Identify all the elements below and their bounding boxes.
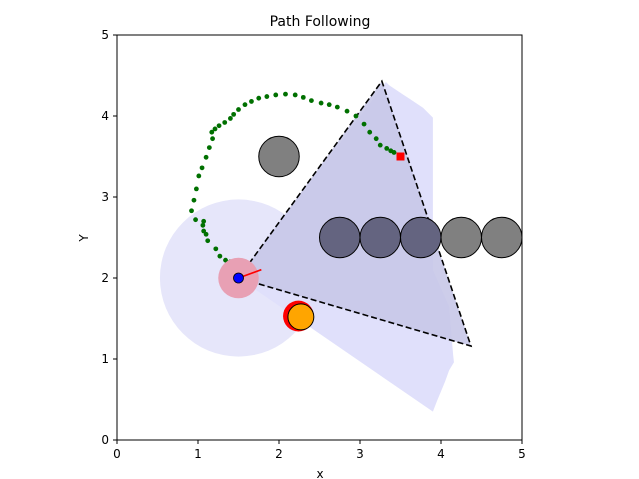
path-point xyxy=(189,208,194,214)
path-point xyxy=(391,150,397,155)
x-tick-label: 1 xyxy=(194,447,202,461)
y-axis-label: Y xyxy=(77,234,91,243)
axes-layer: 0 1 2 3 4 5 0 1 2 3 4 5 xyxy=(101,28,525,461)
y-tick-label: 5 xyxy=(101,28,109,42)
path-point xyxy=(193,186,199,192)
chart-title: Path Following xyxy=(270,14,371,30)
x-tick-label: 2 xyxy=(275,447,283,461)
obstacle xyxy=(440,216,482,259)
path-point xyxy=(193,217,198,223)
path-point xyxy=(205,238,211,244)
path-point xyxy=(216,123,222,129)
path-point xyxy=(191,197,197,203)
path-point xyxy=(201,228,207,234)
path-point xyxy=(203,154,209,160)
fov-triangle xyxy=(237,79,473,348)
path-point xyxy=(210,136,215,142)
path-point xyxy=(236,107,241,112)
path-point xyxy=(361,121,367,127)
path-point xyxy=(353,113,359,119)
moving-obstacle xyxy=(287,303,315,331)
path-point xyxy=(196,173,202,179)
path-point xyxy=(249,99,254,104)
path-point xyxy=(373,136,379,142)
x-tick-label: 0 xyxy=(113,447,121,461)
path-point xyxy=(242,102,248,108)
path-point xyxy=(212,126,218,132)
y-tick-label: 3 xyxy=(101,190,109,204)
obstacle xyxy=(481,216,523,259)
path-point xyxy=(222,120,228,125)
path-point xyxy=(223,257,228,263)
obstacle-in-view xyxy=(400,216,442,259)
obstacle-in-view xyxy=(319,216,361,259)
y-tick-label: 1 xyxy=(101,352,109,366)
path-point xyxy=(334,104,340,110)
path-point xyxy=(228,116,233,121)
robot-position-marker xyxy=(233,272,244,284)
path-point xyxy=(199,165,205,171)
path-point xyxy=(384,146,390,151)
y-tick-label: 2 xyxy=(101,271,109,285)
path-point xyxy=(201,218,207,224)
obstacle-in-view xyxy=(359,216,401,259)
path-point xyxy=(309,98,314,104)
path-point xyxy=(231,111,237,117)
path-point xyxy=(292,92,298,98)
y-tick-label: 0 xyxy=(101,433,109,447)
path-point xyxy=(273,92,279,98)
path-point xyxy=(377,142,383,148)
path-point xyxy=(318,100,324,106)
path-point xyxy=(264,94,270,99)
path-point xyxy=(326,102,332,108)
path-layer xyxy=(189,91,397,277)
x-tick-label: 3 xyxy=(356,447,364,461)
path-point xyxy=(283,91,288,97)
path-point xyxy=(256,95,262,101)
path-point xyxy=(200,222,206,228)
path-point xyxy=(300,94,306,100)
path-point xyxy=(217,253,223,259)
path-point xyxy=(213,246,219,252)
y-tick-label: 4 xyxy=(101,109,109,123)
axes-frame xyxy=(116,34,523,441)
path-point xyxy=(367,129,373,135)
target-marker xyxy=(396,152,405,161)
x-axis-label: x xyxy=(316,467,323,479)
path-point xyxy=(206,145,212,150)
x-tick-label: 5 xyxy=(518,447,526,461)
robot-layer xyxy=(218,152,405,299)
path-point xyxy=(344,108,350,114)
path-point xyxy=(209,129,215,135)
obstacles-layer xyxy=(258,135,523,332)
obstacle xyxy=(258,135,300,178)
x-tick-label: 4 xyxy=(437,447,445,461)
